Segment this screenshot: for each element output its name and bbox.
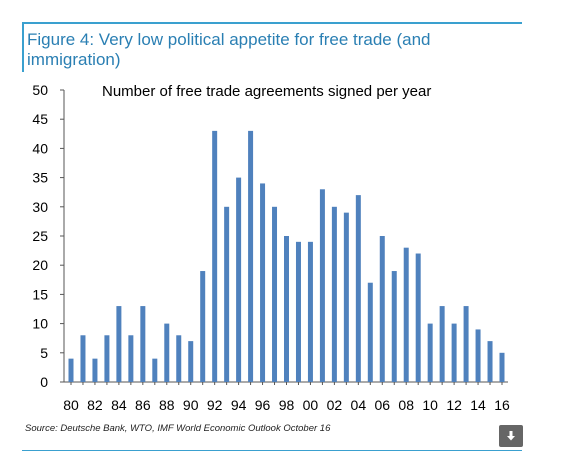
x-tick-label: 88 bbox=[159, 397, 175, 413]
x-tick-label: 00 bbox=[303, 397, 319, 413]
bar bbox=[140, 306, 146, 382]
x-tick-label: 04 bbox=[351, 397, 367, 413]
bar bbox=[104, 335, 110, 382]
left-rule bbox=[22, 24, 24, 72]
source-note: Source: Deutsche Bank, WTO, IMF World Ec… bbox=[25, 423, 331, 434]
y-tick-label: 20 bbox=[32, 257, 48, 273]
figure-title: Figure 4: Very low political appetite fo… bbox=[27, 30, 431, 69]
bar bbox=[200, 271, 206, 382]
bar bbox=[284, 236, 289, 382]
bar-chart: 0 5 10 15 20 25 30 35 40 45 50 80 82 84 86 88 90 92 94 96 98… bbox=[32, 82, 510, 413]
bar bbox=[152, 358, 158, 382]
bar bbox=[164, 323, 170, 382]
x-tick-label: 08 bbox=[398, 397, 414, 413]
bar bbox=[295, 241, 301, 382]
y-tick-label: 50 bbox=[32, 82, 48, 98]
x-tick-label: 14 bbox=[470, 397, 486, 413]
y-tick-label: 35 bbox=[32, 170, 48, 186]
bar bbox=[487, 341, 493, 382]
x-tick-label: 02 bbox=[327, 397, 343, 413]
bar bbox=[355, 195, 361, 382]
x-tick-label: 82 bbox=[87, 397, 103, 413]
bar bbox=[463, 306, 469, 382]
x-tick-label: 98 bbox=[279, 397, 295, 413]
x-tick-label: 10 bbox=[422, 397, 438, 413]
bar bbox=[236, 177, 242, 382]
bar bbox=[427, 323, 433, 382]
bar bbox=[403, 247, 409, 382]
top-rule bbox=[22, 22, 522, 24]
y-tick-label: 25 bbox=[32, 228, 48, 244]
x-tick-label: 92 bbox=[207, 397, 223, 413]
bar bbox=[379, 236, 385, 382]
bar bbox=[212, 130, 218, 382]
y-tick-label: 5 bbox=[40, 345, 48, 361]
bar bbox=[391, 271, 397, 382]
download-arrow-icon bbox=[507, 431, 515, 441]
y-tick-label: 15 bbox=[32, 286, 48, 302]
bar bbox=[343, 212, 349, 382]
y-tick-label: 0 bbox=[40, 374, 48, 390]
x-tick-label: 16 bbox=[494, 397, 510, 413]
bar bbox=[331, 206, 337, 382]
bar bbox=[260, 183, 266, 382]
y-tick-label: 10 bbox=[32, 316, 48, 332]
bar bbox=[80, 335, 86, 382]
x-tick-label: 90 bbox=[183, 397, 199, 413]
x-tick-label: 80 bbox=[63, 397, 79, 413]
bottom-rule bbox=[22, 450, 522, 451]
bar bbox=[68, 358, 74, 382]
bar bbox=[439, 306, 445, 382]
bar bbox=[499, 352, 505, 382]
bar bbox=[475, 329, 481, 382]
y-tick-label: 40 bbox=[32, 140, 48, 156]
bar bbox=[415, 253, 421, 382]
x-tick-label: 12 bbox=[446, 397, 462, 413]
x-tick-label: 84 bbox=[111, 397, 127, 413]
x-tick-label: 96 bbox=[255, 397, 271, 413]
bar bbox=[319, 189, 325, 382]
bar bbox=[224, 206, 230, 382]
y-tick-label: 30 bbox=[32, 199, 48, 215]
bar bbox=[248, 130, 254, 382]
bar bbox=[367, 282, 373, 382]
bar bbox=[272, 206, 278, 382]
bar bbox=[451, 323, 457, 382]
y-tick-label: 45 bbox=[32, 111, 48, 127]
bar bbox=[188, 341, 194, 382]
bar bbox=[92, 358, 98, 382]
x-tick-label: 94 bbox=[231, 397, 247, 413]
chart-title: Number of free trade agreements signed p… bbox=[102, 83, 432, 100]
x-tick-label: 06 bbox=[374, 397, 390, 413]
x-tick-label: 86 bbox=[135, 397, 151, 413]
bar bbox=[116, 306, 122, 382]
bar bbox=[176, 335, 182, 382]
download-button[interactable] bbox=[499, 425, 523, 447]
bar bbox=[307, 241, 313, 382]
bar bbox=[128, 335, 134, 382]
